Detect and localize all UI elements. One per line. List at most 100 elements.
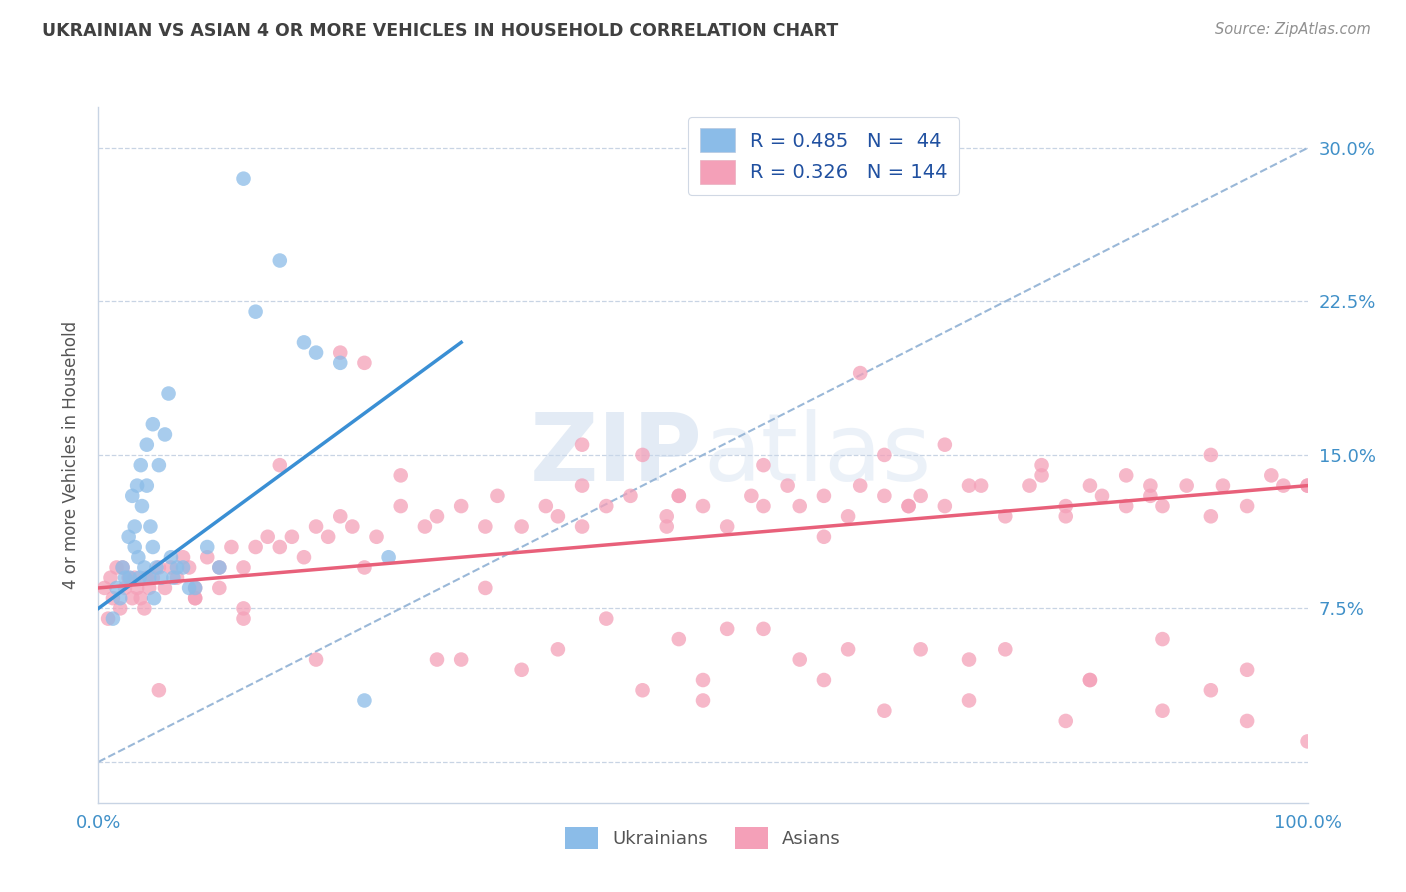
- Point: [595, 499, 617, 513]
- Point: [135, 438, 157, 452]
- Point: [776, 478, 799, 492]
- Point: [292, 550, 315, 565]
- Point: [353, 560, 375, 574]
- Point: [474, 519, 496, 533]
- Point: [153, 427, 176, 442]
- Point: [138, 571, 160, 585]
- Point: [510, 519, 533, 533]
- Point: [910, 642, 932, 657]
- Point: [292, 335, 315, 350]
- Point: [100, 571, 122, 585]
- Point: [148, 458, 170, 472]
- Point: [114, 581, 136, 595]
- Point: [655, 519, 678, 533]
- Point: [305, 519, 328, 533]
- Point: [148, 683, 170, 698]
- Point: [897, 499, 920, 513]
- Point: [221, 540, 243, 554]
- Point: [837, 509, 859, 524]
- Point: [897, 499, 920, 513]
- Point: [134, 560, 156, 574]
- Point: [97, 612, 120, 626]
- Point: [135, 571, 157, 585]
- Point: [571, 478, 593, 492]
- Point: [994, 509, 1017, 524]
- Legend: Ukrainians, Asians: Ukrainians, Asians: [558, 820, 848, 856]
- Point: [1199, 448, 1222, 462]
- Point: [184, 591, 207, 606]
- Point: [1078, 673, 1101, 687]
- Point: [127, 478, 149, 492]
- Point: [145, 560, 167, 574]
- Point: [716, 519, 738, 533]
- Point: [450, 652, 472, 666]
- Text: UKRAINIAN VS ASIAN 4 OR MORE VEHICLES IN HOUSEHOLD CORRELATION CHART: UKRAINIAN VS ASIAN 4 OR MORE VEHICLES IN…: [42, 22, 838, 40]
- Point: [934, 438, 956, 452]
- Point: [994, 642, 1017, 657]
- Point: [121, 489, 143, 503]
- Point: [970, 478, 993, 492]
- Point: [619, 489, 641, 503]
- Point: [934, 499, 956, 513]
- Point: [232, 612, 254, 626]
- Point: [450, 499, 472, 513]
- Point: [1199, 509, 1222, 524]
- Point: [1091, 489, 1114, 503]
- Point: [1115, 499, 1137, 513]
- Point: [131, 499, 153, 513]
- Point: [486, 489, 509, 503]
- Point: [1175, 478, 1198, 492]
- Point: [160, 560, 183, 574]
- Point: [305, 652, 328, 666]
- Point: [1078, 673, 1101, 687]
- Point: [111, 560, 134, 574]
- Point: [232, 601, 254, 615]
- Point: [813, 673, 835, 687]
- Point: [232, 171, 254, 186]
- Point: [142, 571, 165, 585]
- Point: [166, 560, 188, 574]
- Point: [377, 550, 399, 565]
- Point: [1296, 734, 1319, 748]
- Point: [813, 489, 835, 503]
- Point: [389, 499, 412, 513]
- Point: [873, 704, 896, 718]
- Point: [692, 499, 714, 513]
- Point: [353, 356, 375, 370]
- Point: [153, 581, 176, 595]
- Point: [849, 478, 872, 492]
- Point: [631, 448, 654, 462]
- Point: [957, 652, 980, 666]
- Point: [692, 673, 714, 687]
- Point: [740, 489, 762, 503]
- Point: [281, 530, 304, 544]
- Point: [179, 581, 201, 595]
- Point: [269, 458, 291, 472]
- Point: [342, 519, 364, 533]
- Point: [668, 489, 690, 503]
- Point: [413, 519, 436, 533]
- Text: ZIP: ZIP: [530, 409, 703, 501]
- Point: [510, 663, 533, 677]
- Point: [813, 530, 835, 544]
- Point: [127, 550, 149, 565]
- Point: [101, 591, 124, 606]
- Point: [692, 693, 714, 707]
- Point: [1078, 478, 1101, 492]
- Point: [108, 601, 131, 615]
- Point: [101, 612, 124, 626]
- Point: [208, 560, 231, 574]
- Point: [1054, 499, 1077, 513]
- Point: [111, 560, 134, 574]
- Point: [752, 622, 775, 636]
- Point: [1031, 458, 1053, 472]
- Point: [329, 509, 352, 524]
- Point: [269, 540, 291, 554]
- Point: [232, 560, 254, 574]
- Point: [1152, 632, 1174, 646]
- Point: [1054, 714, 1077, 728]
- Point: [957, 478, 980, 492]
- Point: [135, 478, 157, 492]
- Point: [166, 571, 188, 585]
- Point: [534, 499, 557, 513]
